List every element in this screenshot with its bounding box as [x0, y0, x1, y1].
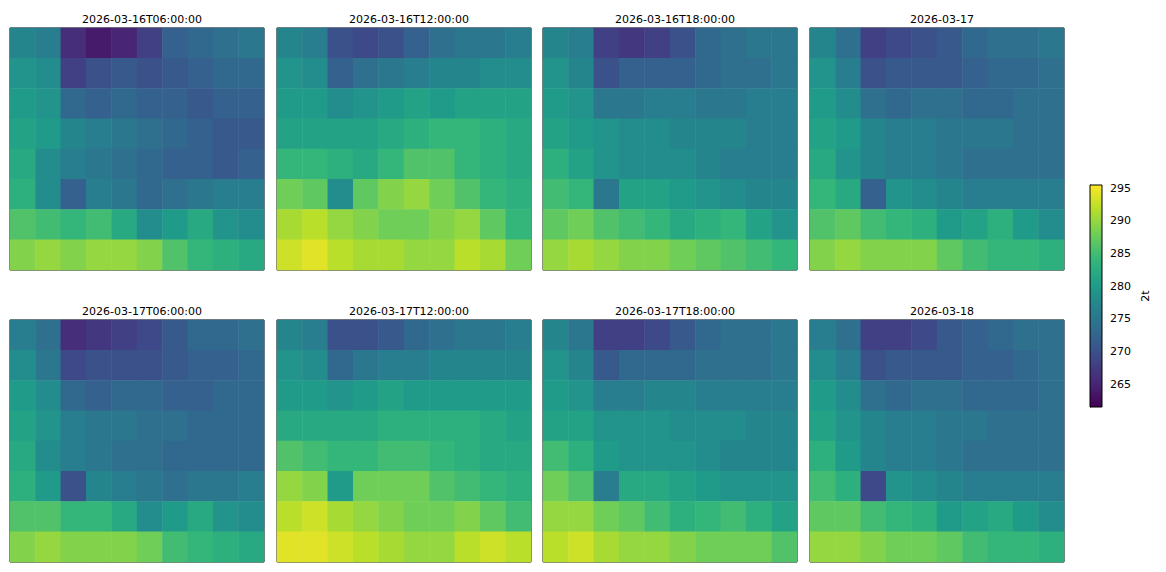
- svg-text:275: 275: [1110, 312, 1131, 325]
- svg-text:265: 265: [1110, 378, 1131, 391]
- svg-text:280: 280: [1110, 280, 1131, 293]
- svg-text:2026-03-17T06:00:00: 2026-03-17T06:00:00: [82, 305, 202, 318]
- svg-text:2026-03-18: 2026-03-18: [910, 305, 974, 318]
- svg-text:2026-03-16T12:00:00: 2026-03-16T12:00:00: [349, 13, 469, 26]
- svg-text:290: 290: [1110, 214, 1131, 227]
- svg-text:2026-03-16T18:00:00: 2026-03-16T18:00:00: [615, 13, 735, 26]
- svg-text:2026-03-16T06:00:00: 2026-03-16T06:00:00: [82, 13, 202, 26]
- svg-text:2026-03-17T12:00:00: 2026-03-17T12:00:00: [349, 305, 469, 318]
- svg-text:2026-03-17T18:00:00: 2026-03-17T18:00:00: [615, 305, 735, 318]
- svg-text:2t: 2t: [1139, 290, 1152, 302]
- svg-text:270: 270: [1110, 345, 1131, 358]
- svg-text:295: 295: [1110, 182, 1131, 195]
- svg-text:2026-03-17: 2026-03-17: [910, 13, 974, 26]
- svg-text:285: 285: [1110, 247, 1131, 260]
